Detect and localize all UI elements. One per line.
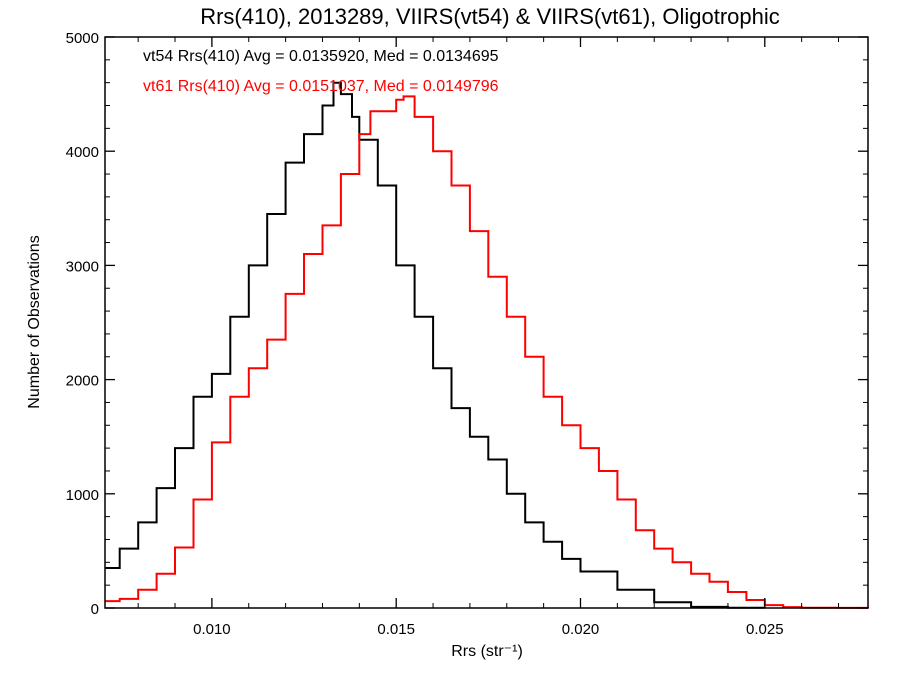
- y-tick-label: 4000: [66, 144, 99, 161]
- x-axis-label: Rrs (str⁻¹): [451, 643, 523, 660]
- y-tick-label: 1000: [66, 487, 99, 504]
- y-tick-label: 5000: [66, 30, 99, 47]
- tick-layer: 0.010 0.015 0.020 0.025 0 1000 2000 3000 4000 500…: [66, 30, 868, 638]
- series-annotation-vt61: vt61 Rrs(410) Avg = 0.0151037, Med = 0.0…: [143, 78, 499, 95]
- series-layer: [105, 81, 869, 609]
- plot-frame: [104, 36, 869, 609]
- x-tick-label: 0.015: [377, 621, 415, 638]
- x-tick-label: 0.025: [746, 621, 784, 638]
- x-tick-label: 0.010: [193, 621, 231, 638]
- series-line-vt54: [105, 81, 766, 609]
- series-line-vt61: [105, 95, 869, 609]
- y-axis-label: Number of Observations: [26, 235, 43, 408]
- x-tick-label: 0.020: [562, 621, 600, 638]
- y-tick-label: 0: [91, 601, 99, 618]
- y-tick-label: 2000: [66, 373, 99, 390]
- chart-title: Rrs(410), 2013289, VIIRS(vt54) & VIIRS(v…: [200, 4, 780, 29]
- series-annotation-vt54: vt54 Rrs(410) Avg = 0.0135920, Med = 0.0…: [143, 48, 499, 65]
- y-tick-label: 3000: [66, 258, 99, 275]
